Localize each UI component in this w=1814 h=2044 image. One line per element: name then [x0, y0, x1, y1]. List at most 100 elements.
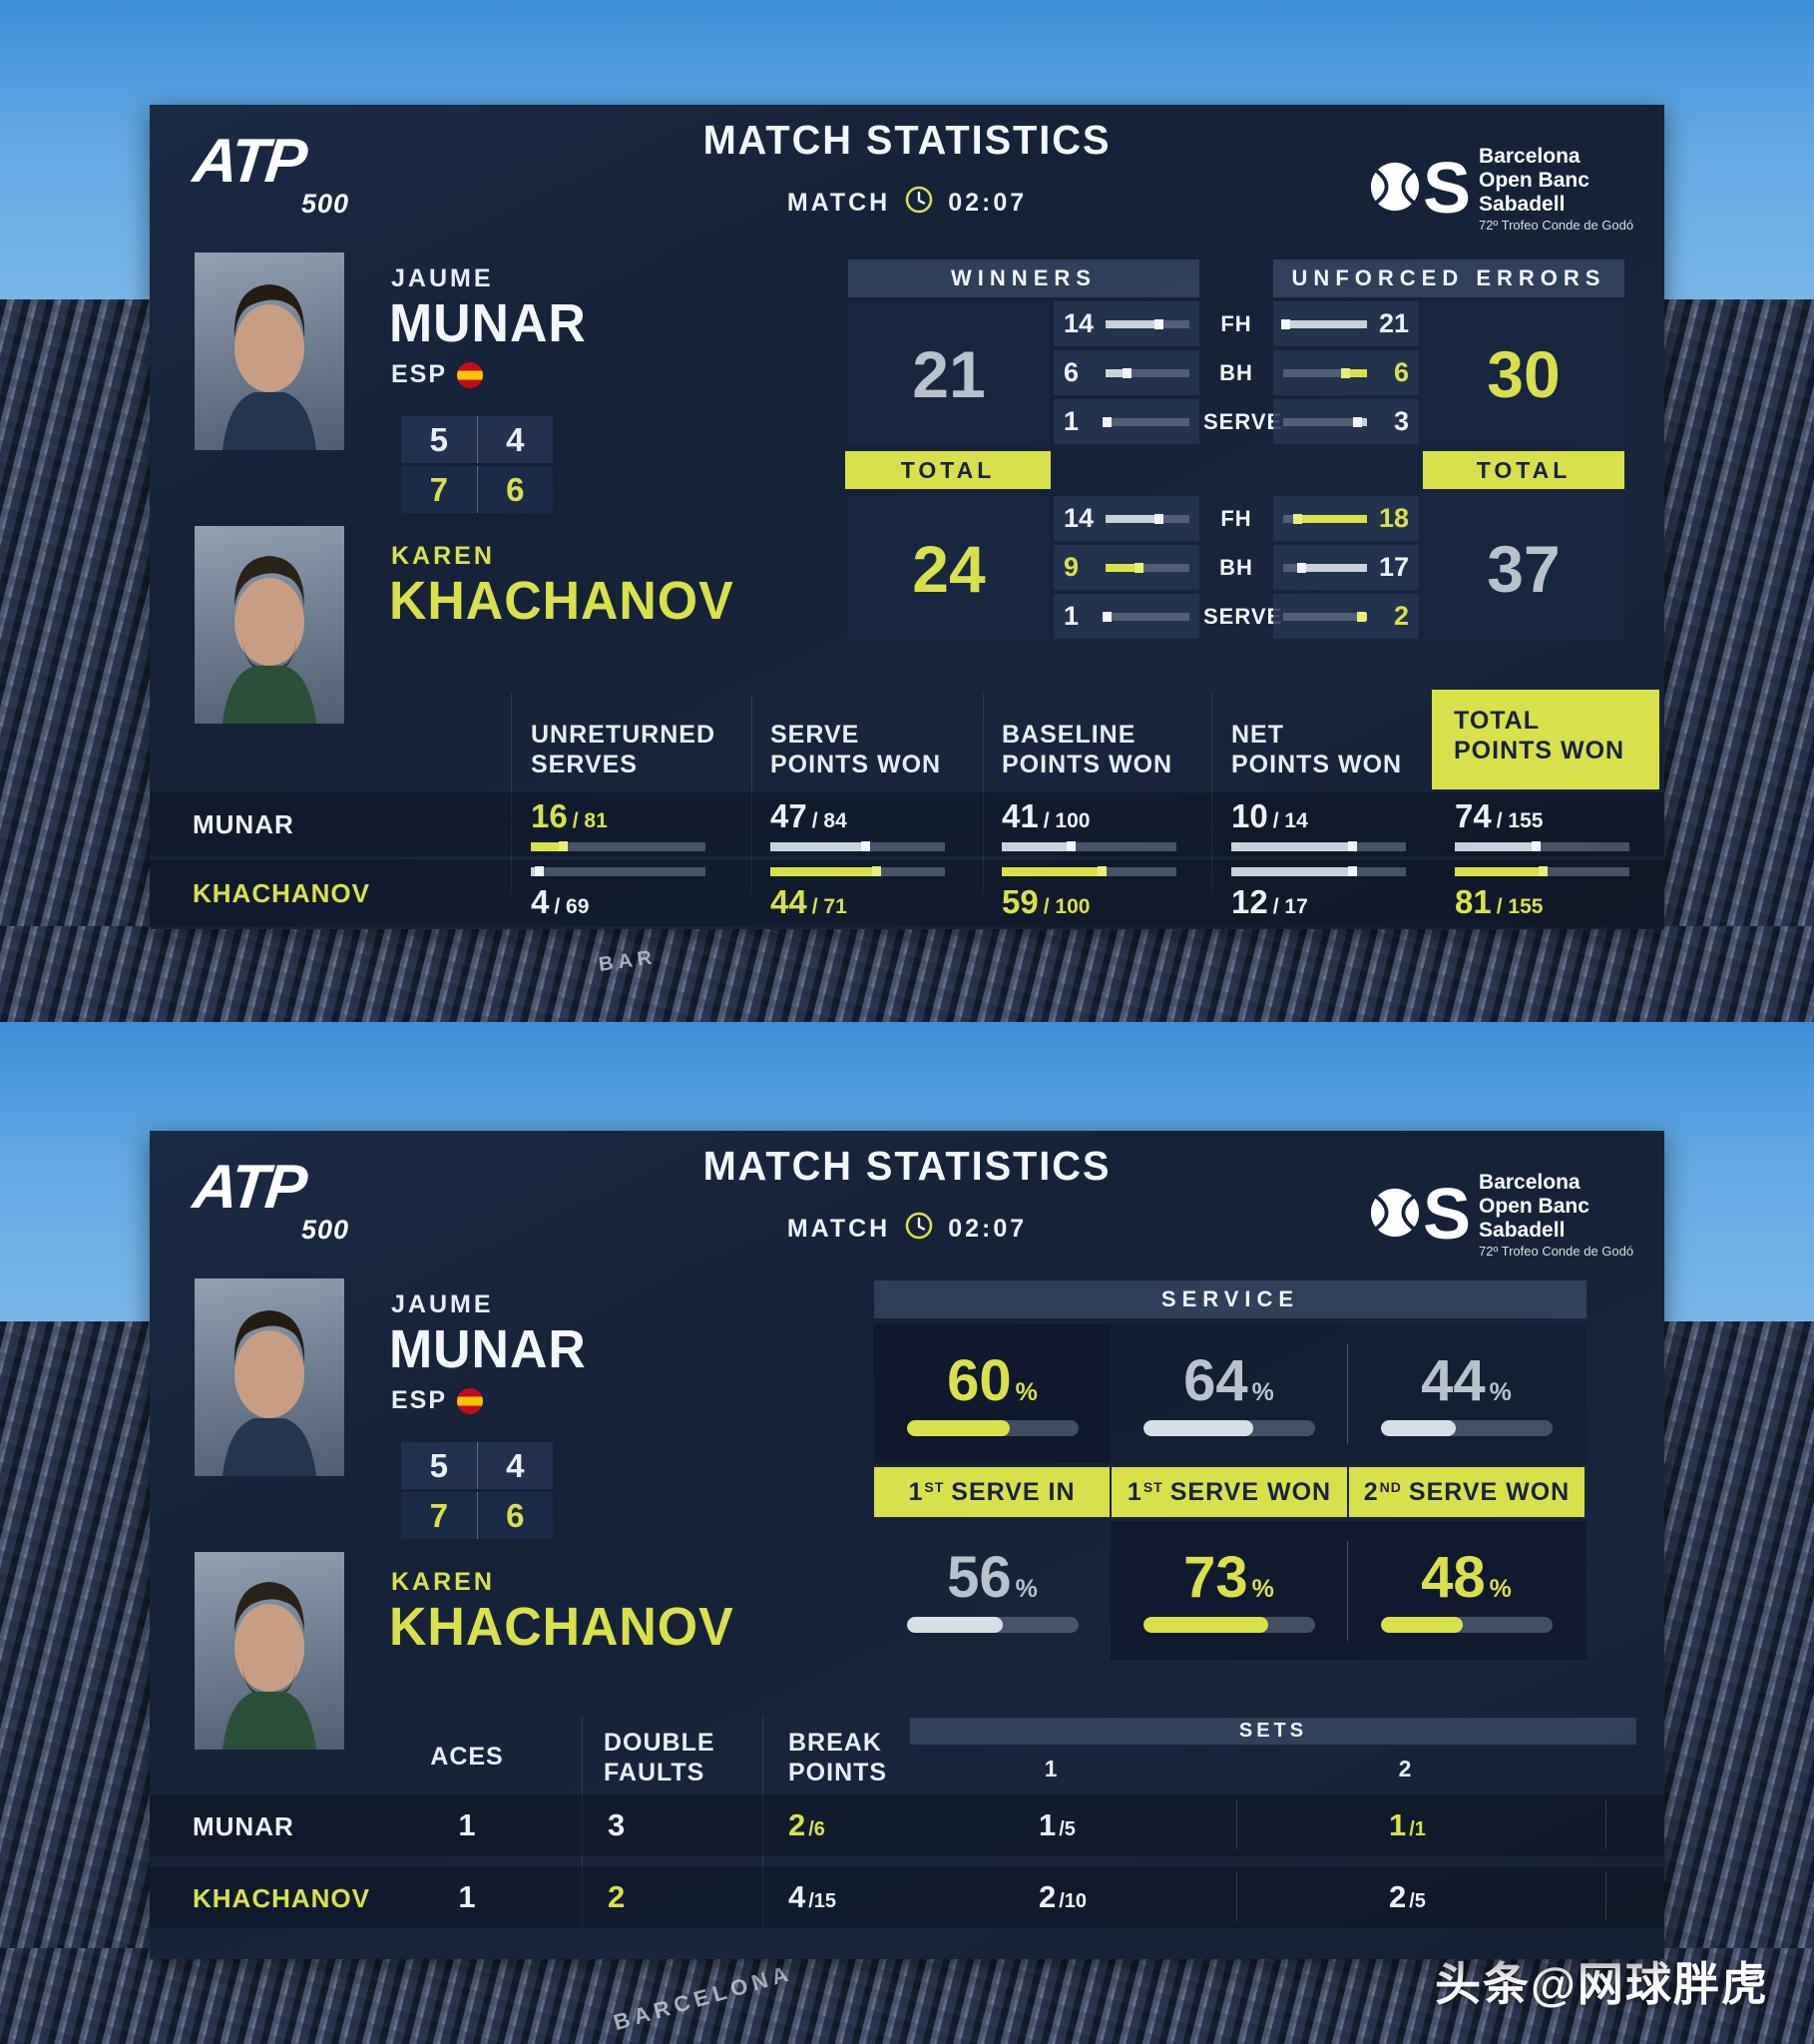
- p1-double-faults: 3: [608, 1807, 626, 1842]
- tournament-logo: S Barcelona Open Banc Sabadell 72º Trofe…: [1369, 145, 1664, 234]
- stats-panel-top: ATP 500 MATCH STATISTICS MATCH 02:07 S B…: [150, 105, 1664, 929]
- cat-label-serve: SERVE: [1203, 409, 1283, 434]
- cat-label-fh: FH: [1220, 506, 1252, 531]
- cat-label-bh: BH: [1219, 555, 1253, 580]
- atp-500-logo: ATP 500: [190, 127, 349, 219]
- p1-first-serve-in: 60%: [874, 1324, 1111, 1463]
- crowd-left: [0, 1321, 152, 2044]
- row-label-munar: MUNAR: [193, 809, 294, 839]
- p2-total-points-won: 81/ 155: [1455, 866, 1644, 921]
- sabadell-s-logo: S: [1423, 149, 1472, 230]
- munar-extras-row: [150, 1793, 1664, 1856]
- clock-icon: [904, 1211, 934, 1248]
- winners-total-p2: 24: [848, 496, 1050, 641]
- frame-bottom: BARCELONA 头条@网球胖虎 ATP 500 MATCH STATISTI…: [0, 1022, 1814, 2044]
- player1-country: ESP: [391, 1386, 484, 1415]
- match-time: 02:07: [948, 1215, 1028, 1243]
- p2-aces: 1: [458, 1879, 476, 1914]
- clock-icon: [904, 185, 934, 222]
- tennis-ball-icon: [1369, 161, 1421, 218]
- p1-baseline-points-won: 41/ 100: [1002, 797, 1191, 851]
- player2-first-name: KAREN: [391, 1568, 495, 1596]
- winners-total-label: TOTAL: [845, 451, 1051, 489]
- col-aces: ACES: [430, 1743, 504, 1771]
- page-title: MATCH STATISTICS: [702, 117, 1112, 163]
- p2-serve-won-highlight: [1111, 1521, 1587, 1660]
- crowd-bottom: [0, 926, 1814, 1022]
- p2-set1-breaks: 2/10: [1039, 1879, 1088, 1914]
- winners-header: WINNERS: [848, 259, 1199, 297]
- errors-total-p2: 37: [1423, 496, 1624, 641]
- errors-p2-serve: 2: [1273, 594, 1419, 639]
- spain-flag-icon: [457, 361, 484, 388]
- p1-total-points-won: 74/ 155: [1455, 797, 1644, 851]
- p1-second-serve-won: 44%: [1348, 1324, 1585, 1463]
- tournament-logo: S Barcelona Open Banc Sabadell 72º Trofe…: [1369, 1171, 1664, 1260]
- crowd-left: [0, 299, 152, 1022]
- col-set-2: 2: [1398, 1756, 1412, 1782]
- watermark: 头条@网球胖虎: [1435, 1958, 1769, 2010]
- p2-set2-breaks: 2/5: [1389, 1879, 1426, 1914]
- player2-last-name: KHACHANOV: [389, 1597, 734, 1657]
- p1-serve-points-won: 47/ 84: [770, 797, 960, 851]
- frame-top: BAR ATP 500 MATCH STATISTICS MATCH 02:07…: [0, 0, 1814, 1022]
- errors-p1-serve: 3: [1273, 399, 1419, 444]
- player1-photo: [195, 1278, 344, 1476]
- service-header: SERVICE: [874, 1280, 1587, 1318]
- player1-country: ESP: [391, 360, 484, 389]
- p1-set2-breaks: 1/1: [1389, 1807, 1426, 1842]
- p2-break-points: 4/15: [788, 1879, 837, 1914]
- col-baseline-points-won: BASELINE POINTS WON: [1002, 721, 1173, 778]
- col-sets: SETS: [910, 1718, 1636, 1745]
- khachanov-points-row: [150, 858, 1664, 927]
- row-label-khachanov: KHACHANOV: [193, 1883, 370, 1913]
- label-second-serve-won: 2 ND SERVE WON: [1349, 1467, 1585, 1517]
- player2-last-name: KHACHANOV: [389, 571, 734, 631]
- player2-set-scores: 7 6: [401, 1492, 553, 1539]
- row-label-munar: MUNAR: [193, 1811, 294, 1841]
- spain-flag-icon: [457, 1387, 484, 1414]
- errors-p1-fh: 21: [1273, 301, 1419, 346]
- errors-p2-bh: 17: [1273, 545, 1419, 590]
- errors-p1-bh: 6: [1273, 350, 1419, 395]
- player1-set-scores: 5 4: [401, 1442, 553, 1489]
- p1-unreturned-serves: 16/ 81: [531, 797, 720, 851]
- row-label-khachanov: KHACHANOV: [193, 878, 370, 908]
- p2-baseline-points-won: 59/ 100: [1002, 866, 1191, 921]
- p1-set1-breaks: 1/5: [1039, 1807, 1076, 1842]
- p2-unreturned-serves: 4/ 69: [531, 866, 720, 921]
- sabadell-s-logo: S: [1423, 1175, 1472, 1256]
- errors-header: UNFORCED ERRORS: [1273, 259, 1624, 297]
- col-serve-points-won: SERVE POINTS WON: [770, 721, 942, 778]
- khachanov-extras-row: [150, 1865, 1664, 1928]
- errors-total-p1: 30: [1423, 301, 1624, 446]
- col-total-points-won: TOTAL POINTS WON: [1432, 690, 1659, 789]
- errors-p2-fh: 18: [1273, 496, 1419, 541]
- atp-500-logo: ATP 500: [190, 1153, 349, 1245]
- player2-photo: [195, 526, 344, 724]
- winners-p1-serve: 1: [1054, 399, 1199, 444]
- player2-first-name: KAREN: [391, 542, 495, 570]
- player1-set-scores: 5 4: [401, 416, 553, 463]
- col-net-points-won: NET POINTS WON: [1231, 721, 1403, 778]
- winners-p1-fh: 14: [1054, 301, 1199, 346]
- crowd-bottom: [0, 1948, 1814, 2044]
- cat-label-fh: FH: [1220, 311, 1252, 336]
- player2-set-scores: 7 6: [401, 466, 553, 513]
- winners-total-p1: 21: [848, 301, 1050, 446]
- p2-serve-points-won: 44/ 71: [770, 866, 960, 921]
- p2-first-serve-in: 56%: [874, 1521, 1111, 1660]
- player1-photo: [195, 253, 344, 450]
- col-unreturned-serves: UNRETURNED SERVES: [531, 721, 715, 778]
- page-title: MATCH STATISTICS: [702, 1143, 1112, 1189]
- set-scorebox: 5 4 7 6: [401, 416, 553, 516]
- p1-net-points-won: 10/ 14: [1231, 797, 1421, 851]
- p2-net-points-won: 12/ 17: [1231, 866, 1421, 921]
- col-break-points: BREAK POINTS: [788, 1729, 888, 1787]
- col-set-1: 1: [1044, 1756, 1058, 1782]
- cat-label-bh: BH: [1219, 360, 1253, 385]
- label-first-serve-won: 1 ST SERVE WON: [1112, 1467, 1347, 1517]
- match-time: 02:07: [948, 189, 1028, 217]
- crowd-right: [1662, 1321, 1814, 2044]
